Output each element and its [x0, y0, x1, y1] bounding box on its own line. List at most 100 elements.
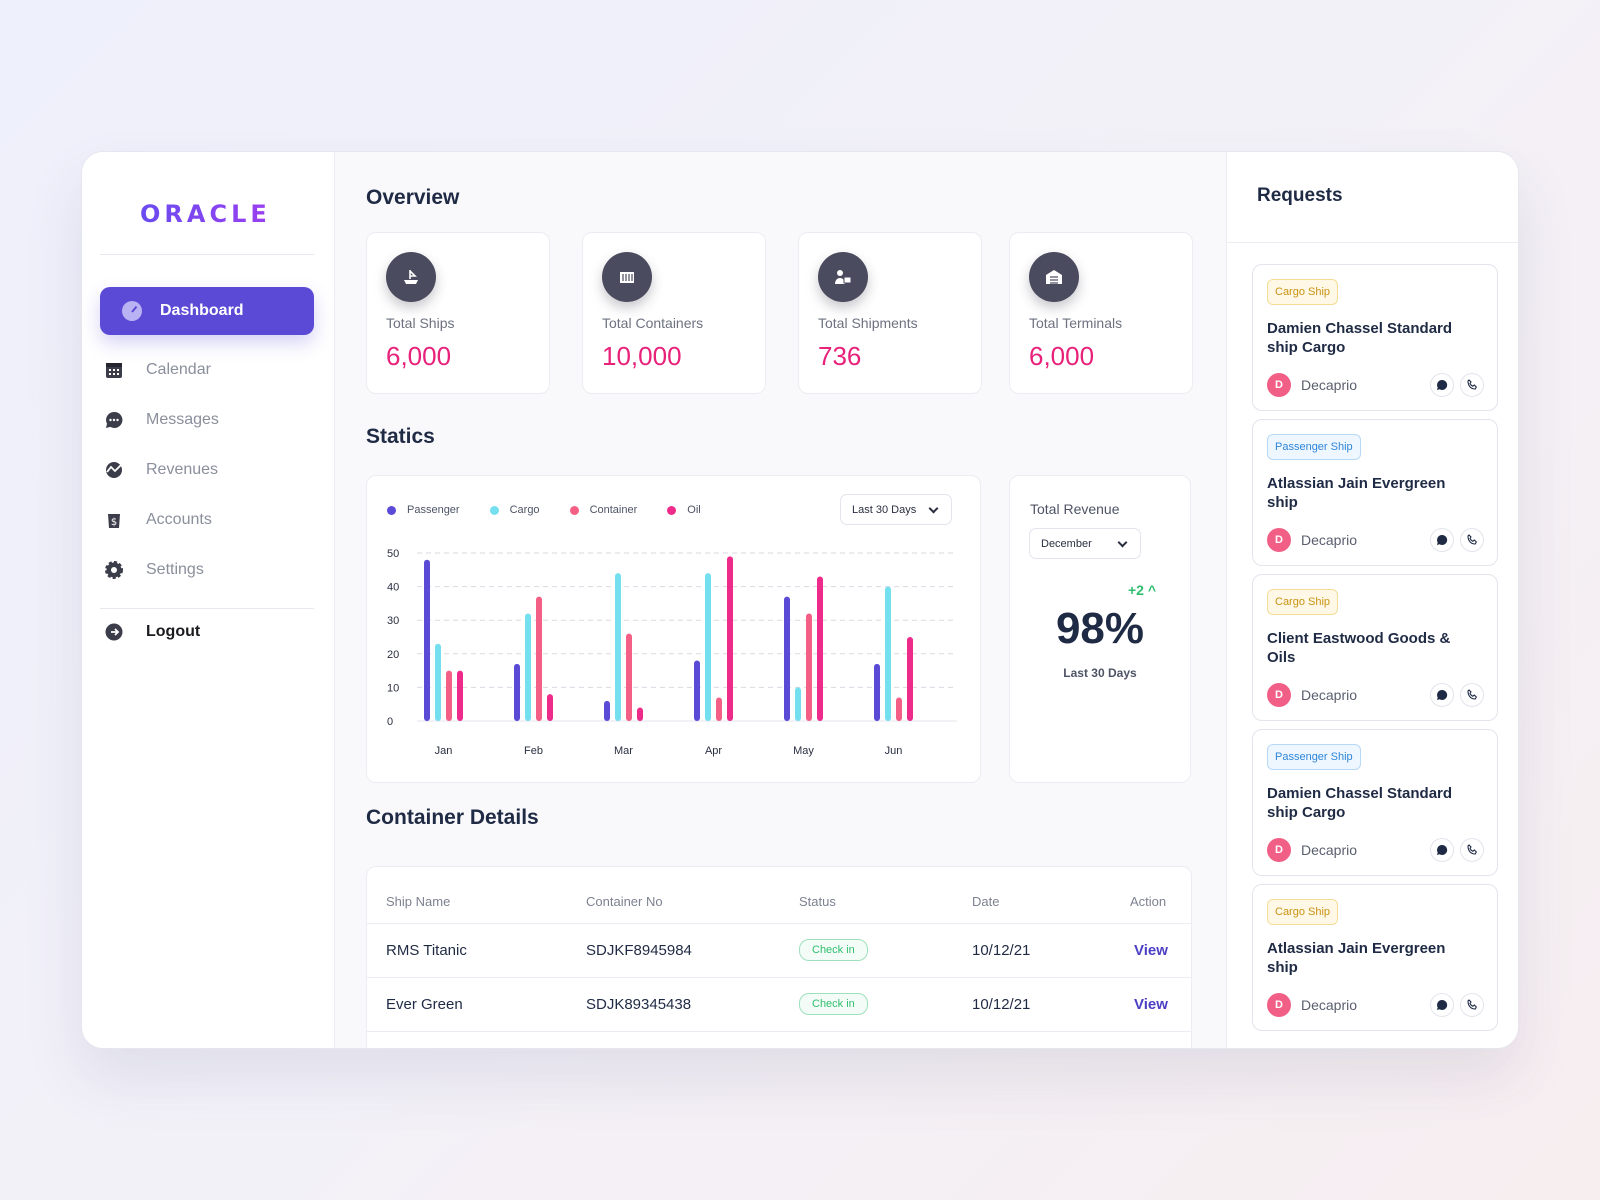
legend-label: Cargo [509, 504, 540, 516]
app-window: ORACLE Dashboard Calendar Messages Reven… [81, 151, 1519, 1049]
call-button[interactable] [1460, 993, 1484, 1017]
call-button[interactable] [1460, 373, 1484, 397]
logout-label: Logout [146, 623, 201, 640]
bar-oil-jan [457, 670, 463, 721]
avatar: D [1267, 993, 1291, 1017]
request-user: D Decaprio [1267, 838, 1357, 862]
bar-passenger-may [784, 596, 790, 721]
bar-oil-apr [727, 556, 733, 721]
message-button[interactable] [1430, 683, 1454, 707]
statics-title: Statics [366, 425, 435, 448]
table-row [367, 1031, 1191, 1048]
message-button[interactable] [1430, 373, 1454, 397]
settings-icon [104, 560, 124, 580]
y-tick-label: 20 [387, 649, 399, 661]
range-dropdown[interactable]: Last 30 Days [840, 494, 952, 525]
request-card[interactable]: Cargo Ship Atlassian Jain Evergreen ship… [1252, 884, 1498, 1031]
bar-container-apr [716, 697, 722, 721]
range-dropdown-value: Last 30 Days [852, 503, 917, 516]
view-link[interactable]: View [1134, 996, 1168, 1013]
message-icon [1437, 689, 1448, 700]
user-name: Decaprio [1301, 687, 1358, 703]
ship-type-tag: Passenger Ship [1267, 744, 1361, 770]
month-dropdown[interactable]: December [1029, 528, 1141, 559]
stat-label: Total Containers [602, 315, 704, 331]
stat-value: 6,000 [1029, 341, 1095, 371]
call-button[interactable] [1460, 838, 1484, 862]
sidebar-item-messages[interactable]: Messages [104, 410, 219, 430]
request-user: D Decaprio [1267, 528, 1357, 552]
svg-text:$: $ [111, 517, 117, 528]
message-icon [1437, 999, 1448, 1010]
dashboard-icon [122, 301, 142, 321]
chart-legend: Passenger Cargo Container Oil [387, 504, 731, 516]
phone-icon [1467, 689, 1477, 700]
message-button[interactable] [1430, 993, 1454, 1017]
oracle-logo: ORACLE [140, 200, 271, 228]
logout-icon [104, 622, 124, 642]
request-name: Atlassian Jain Evergreen ship [1267, 940, 1446, 976]
request-card[interactable]: Cargo Ship Client Eastwood Goods & Oils … [1252, 574, 1498, 721]
stat-card-shipments: Total Shipments 736 [798, 232, 982, 394]
avatar: D [1267, 838, 1291, 862]
stat-label: Total Ships [386, 315, 455, 331]
sidebar-item-label: Dashboard [160, 302, 244, 319]
message-icon [1437, 534, 1448, 545]
y-tick-label: 10 [387, 682, 399, 694]
message-button[interactable] [1430, 528, 1454, 552]
x-tick-label: Jan [435, 745, 453, 757]
calendar-icon [104, 360, 124, 380]
legend-dot [387, 505, 396, 515]
stat-value: 736 [818, 341, 862, 371]
request-card[interactable]: Cargo Ship Damien Chassel Standard ship … [1252, 264, 1498, 411]
sidebar-item-label: Calendar [146, 361, 211, 378]
legend-dot [569, 505, 579, 515]
message-button[interactable] [1430, 838, 1454, 862]
sidebar-item-label: Messages [146, 411, 219, 428]
sidebar-item-dashboard[interactable]: Dashboard [100, 287, 314, 335]
bar-oil-feb [547, 694, 553, 721]
call-button[interactable] [1460, 683, 1484, 707]
x-tick-label: Apr [705, 745, 722, 757]
bar-container-feb [536, 596, 542, 721]
requests-title: Requests [1257, 185, 1343, 206]
stat-card-ships: Total Ships 6,000 [366, 232, 550, 394]
revenues-icon [104, 460, 124, 480]
bar-container-may [806, 613, 812, 721]
statics-chart-card: Passenger Cargo Container Oil Last 30 Da… [366, 475, 981, 783]
stat-label: Total Shipments [818, 315, 918, 331]
bar-passenger-feb [514, 663, 520, 721]
container-icon [602, 252, 652, 302]
chevron-down-icon [1117, 537, 1128, 547]
request-user: D Decaprio [1267, 373, 1357, 397]
sidebar-item-revenues[interactable]: Revenues [104, 460, 218, 480]
logout-button[interactable]: Logout [104, 622, 200, 642]
user-name: Decaprio [1301, 842, 1358, 858]
sidebar-item-label: Revenues [146, 461, 219, 478]
bar-cargo-mar [615, 573, 621, 721]
column-header: Ship Name [386, 894, 451, 909]
stat-card-terminals: Total Terminals 6,000 [1009, 232, 1193, 394]
phone-icon [1467, 534, 1477, 545]
container-no: SDJKF8945984 [586, 942, 692, 959]
messages-icon [104, 410, 124, 430]
request-user: D Decaprio [1267, 683, 1357, 707]
column-header: Action [1130, 894, 1167, 909]
view-link[interactable]: View [1134, 942, 1168, 959]
legend-item-cargo: Cargo [489, 504, 540, 516]
y-tick-label: 30 [387, 615, 399, 627]
bar-cargo-apr [705, 573, 711, 721]
sidebar-item-calendar[interactable]: Calendar [104, 360, 211, 380]
column-header: Date [972, 894, 1000, 909]
sidebar-item-settings[interactable]: Settings [104, 560, 204, 580]
table-row: Ever Green SDJK89345438 Check in 10/12/2… [367, 977, 1191, 1030]
sidebar-item-accounts[interactable]: $ Accounts [104, 510, 212, 530]
sidebar-divider [100, 254, 314, 255]
revenue-period: Last 30 Days [1063, 666, 1137, 680]
legend-dot [667, 505, 677, 515]
request-card[interactable]: Passenger Ship Damien Chassel Standard s… [1252, 729, 1498, 876]
call-button[interactable] [1460, 528, 1484, 552]
requests-divider [1227, 242, 1518, 243]
request-card[interactable]: Passenger Ship Atlassian Jain Evergreen … [1252, 419, 1498, 566]
avatar: D [1267, 373, 1291, 397]
